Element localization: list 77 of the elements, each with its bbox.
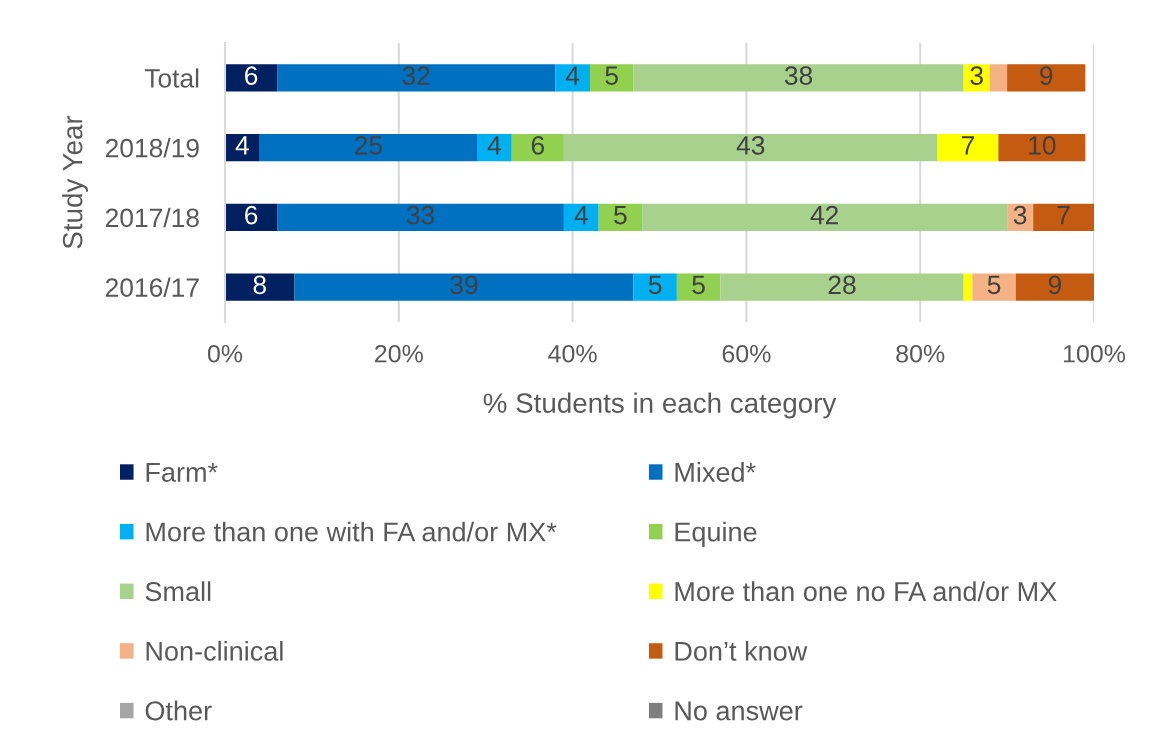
data-label: 5 xyxy=(692,275,705,295)
x-axis-title: % Students in each category xyxy=(483,392,837,419)
x-tick-label: 40% xyxy=(548,344,597,363)
legend-label: Small xyxy=(145,581,211,602)
bar xyxy=(1015,273,1094,301)
data-label: 8 xyxy=(253,275,266,295)
data-label: 33 xyxy=(406,205,435,225)
data-label: 4 xyxy=(487,136,501,155)
bar xyxy=(277,64,556,92)
data-label: 38 xyxy=(784,66,813,85)
y-tick-label: 2016/17 xyxy=(105,277,199,297)
data-label: 42 xyxy=(810,205,838,225)
bar xyxy=(563,203,599,231)
y-tick-label: 2018/19 xyxy=(105,138,199,158)
data-label: 4 xyxy=(574,206,588,225)
x-tick-label: 100% xyxy=(1063,344,1126,363)
bar xyxy=(676,273,721,301)
bar xyxy=(589,64,634,92)
data-label: 5 xyxy=(987,275,1001,295)
bar xyxy=(259,134,478,162)
data-label: 3 xyxy=(1013,205,1027,225)
data-label: 7 xyxy=(1057,206,1070,225)
data-label: 6 xyxy=(245,66,258,85)
x-tick-label: 0% xyxy=(207,344,243,363)
legend-label: More than one with FA and/or MX* xyxy=(146,521,557,542)
y-tick-label: 2017/18 xyxy=(105,207,199,228)
data-label: 5 xyxy=(605,66,618,85)
bar xyxy=(633,64,964,92)
bar xyxy=(225,273,295,301)
data-label: 3 xyxy=(970,66,983,85)
data-label: 4 xyxy=(565,66,580,85)
x-tick-label: 80% xyxy=(896,344,945,363)
bar xyxy=(225,203,278,231)
bar xyxy=(963,273,973,301)
bar xyxy=(598,203,643,231)
data-label: 25 xyxy=(355,136,382,155)
data-label: 32 xyxy=(402,66,430,85)
data-label: 6 xyxy=(245,205,258,225)
data-label: 10 xyxy=(1029,136,1056,155)
bar xyxy=(1007,64,1086,92)
bar xyxy=(563,134,938,162)
bar xyxy=(294,273,634,301)
data-label: 43 xyxy=(736,136,765,155)
legend-label: No answer xyxy=(675,701,803,721)
legend-label: Mixed* xyxy=(675,462,756,482)
x-tick-label: 60% xyxy=(722,344,771,363)
data-label: 7 xyxy=(962,136,975,155)
legend-label: Farm* xyxy=(146,462,218,482)
bar xyxy=(633,273,677,301)
legend-label: Non-clinical xyxy=(146,640,283,661)
data-label: 4 xyxy=(235,136,249,155)
bar xyxy=(989,64,1008,92)
y-tick-label: Total xyxy=(144,68,199,88)
bar xyxy=(555,64,590,92)
bar xyxy=(511,134,564,162)
data-label: 5 xyxy=(614,206,627,225)
data-label: 39 xyxy=(450,275,478,295)
data-label: 6 xyxy=(531,136,545,155)
y-axis-title: Study Year xyxy=(62,115,88,249)
bar xyxy=(225,64,278,92)
legend-label: Don’t know xyxy=(675,640,808,661)
bar xyxy=(642,203,1008,231)
data-label: 5 xyxy=(648,275,662,295)
legend-label: Equine xyxy=(675,521,757,547)
bar xyxy=(477,134,512,162)
bar xyxy=(972,273,1016,301)
legend-label: Other xyxy=(145,700,212,721)
x-tick-label: 20% xyxy=(375,344,423,363)
bar xyxy=(998,134,1086,162)
data-label: 9 xyxy=(1040,66,1053,85)
data-label: 28 xyxy=(828,275,856,295)
bar xyxy=(720,273,964,301)
bar xyxy=(277,203,564,231)
data-label: 9 xyxy=(1048,275,1061,295)
legend-label: More than one no FA and/or MX xyxy=(675,581,1057,602)
bar xyxy=(1033,203,1094,231)
bar xyxy=(937,134,999,162)
